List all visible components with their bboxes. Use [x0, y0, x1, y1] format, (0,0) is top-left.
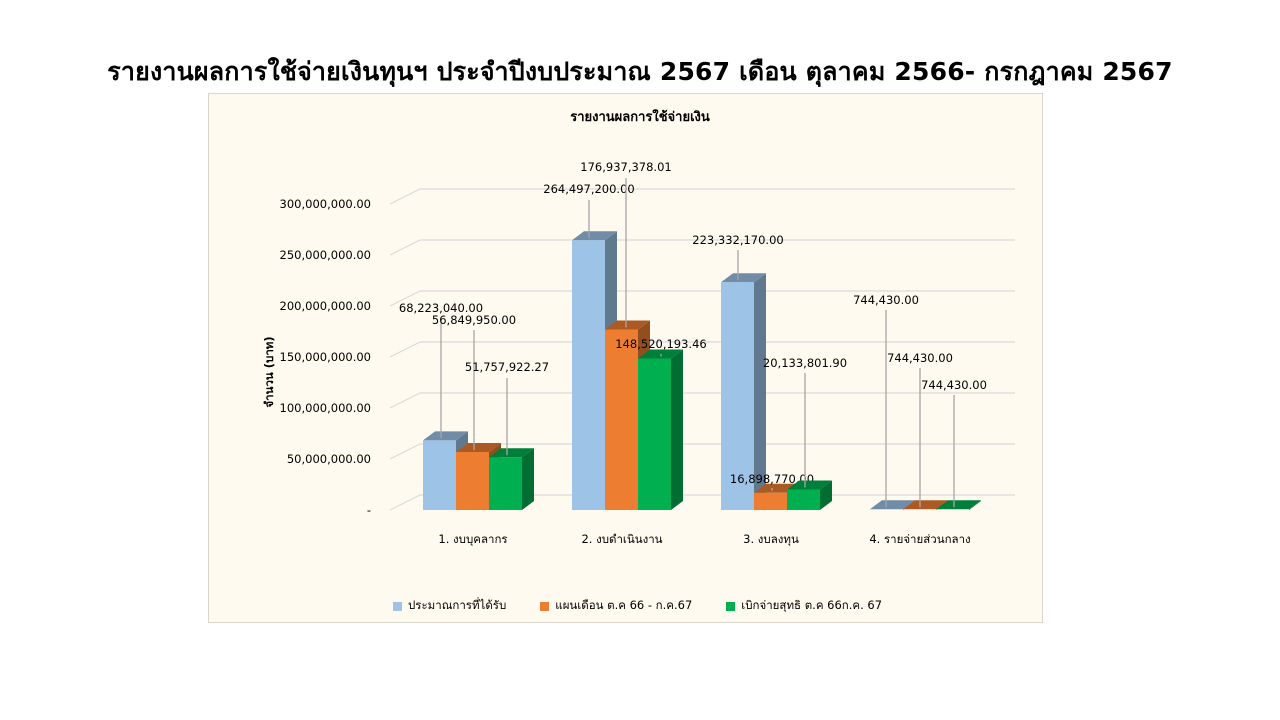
- gridline-side: [389, 239, 421, 256]
- bar-side: [820, 480, 832, 510]
- bar: [456, 452, 489, 510]
- legend-swatch-budget: [393, 601, 402, 611]
- bar-side: [754, 273, 766, 510]
- gridline-side: [389, 341, 421, 358]
- y-tick-label: 200,000,000.00: [280, 299, 371, 313]
- legend-label-plan: แผนเดือน ต.ค 66 - ก.ค.67: [555, 598, 693, 612]
- data-label: 176,937,378.01: [580, 160, 671, 174]
- bar: [787, 489, 820, 510]
- bar-top: [787, 480, 832, 490]
- data-label: 148,520,193.46: [615, 337, 706, 351]
- bar-top: [456, 443, 501, 453]
- gridline-side: [389, 188, 421, 205]
- bar-side: [671, 349, 683, 510]
- bar: [423, 440, 456, 510]
- bar-side: [522, 448, 534, 510]
- legend-label-disbursed: เบิกจ่ายสุทธิ ต.ค 66ก.ค. 67: [741, 598, 883, 612]
- data-label: 223,332,170.00: [692, 233, 783, 247]
- legend-swatch-disbursed: [726, 601, 736, 611]
- gridline-side: [389, 290, 421, 307]
- x-category-label: 3. งบลงทุน: [743, 532, 799, 546]
- data-label: 16,898,770.00: [730, 472, 814, 486]
- data-label: 744,430.00: [887, 351, 953, 365]
- bar: [754, 492, 787, 510]
- bar-top: [605, 320, 650, 330]
- gridline-side: [389, 494, 421, 511]
- bar-top: [572, 231, 617, 241]
- bar-top: [936, 500, 981, 510]
- data-label: 56,849,950.00: [432, 313, 516, 327]
- x-category-label: 2. งบดำเนินงาน: [581, 532, 662, 546]
- gridline-side: [389, 392, 421, 409]
- slide-title: รายงานผลการใช้จ่ายเงินทุนฯ ประจำปีงบประม…: [107, 57, 1173, 86]
- y-tick-label: -: [367, 503, 371, 517]
- legend-item-plan: แผนเดือน ต.ค 66 - ก.ค.67: [540, 597, 692, 615]
- bar: [638, 358, 671, 510]
- legend-label-budget: ประมาณการที่ได้รับ: [408, 598, 507, 612]
- bar-top: [870, 500, 915, 510]
- bar-side: [969, 500, 981, 510]
- x-category-label: 4. รายจ่ายส่วนกลาง: [869, 532, 970, 546]
- data-label: 744,430.00: [921, 378, 987, 392]
- bar-top: [903, 500, 948, 510]
- bar-top: [721, 273, 766, 283]
- chart-title: รายงานผลการใช้จ่ายเงิน: [570, 110, 710, 125]
- gridline-side: [389, 443, 421, 460]
- bar-top: [423, 431, 468, 441]
- y-tick-label: 300,000,000.00: [280, 197, 371, 211]
- data-label: 744,430.00: [853, 293, 919, 307]
- bar: [572, 240, 605, 510]
- bar: [721, 282, 754, 510]
- y-tick-label: 150,000,000.00: [280, 350, 371, 364]
- y-tick-label: 250,000,000.00: [280, 248, 371, 262]
- data-label: 264,497,200.00: [543, 182, 634, 196]
- legend-swatch-plan: [540, 601, 550, 611]
- data-label: 68,223,040.00: [399, 301, 483, 315]
- x-category-label: 1. งบบุคลากร: [438, 532, 507, 546]
- y-tick-label: 50,000,000.00: [287, 452, 371, 466]
- bar-top: [489, 448, 534, 458]
- y-axis-title: จำนวน (บาท): [262, 336, 276, 407]
- y-tick-label: 100,000,000.00: [280, 401, 371, 415]
- legend-item-disbursed: เบิกจ่ายสุทธิ ต.ค 66ก.ค. 67: [726, 597, 882, 615]
- bar: [489, 457, 522, 510]
- legend-item-budget: ประมาณการที่ได้รับ: [393, 597, 506, 615]
- bar: [605, 329, 638, 510]
- chart-legend: ประมาณการที่ได้รับ แผนเดือน ต.ค 66 - ก.ค…: [393, 597, 882, 615]
- data-label: 20,133,801.90: [763, 356, 847, 370]
- data-label: 51,757,922.27: [465, 360, 549, 374]
